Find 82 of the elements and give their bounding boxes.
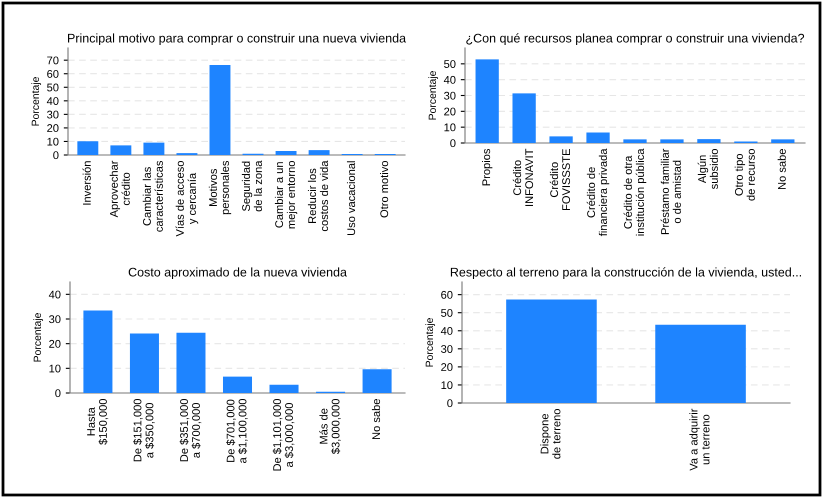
- bar: [83, 310, 112, 393]
- chart-title: Respecto al terreno para la construcción de la vivienda, usted...: [450, 267, 802, 280]
- y-tick-label: 0: [53, 151, 59, 160]
- y-tick-label: 50: [441, 308, 453, 317]
- x-tick-label: Algún subsidio: [698, 149, 718, 190]
- x-tick-label: Crédito de otra institución pública: [624, 148, 646, 236]
- x-tick-label: Aprovechar crédito: [110, 160, 130, 218]
- x-tick-label: Dispone de terreno: [540, 409, 560, 459]
- x-tick-label: Otro motivo: [380, 161, 388, 218]
- bar: [210, 65, 230, 155]
- y-tick-label: 50: [444, 60, 456, 68]
- y-tick-label: 30: [444, 92, 456, 100]
- x-tick-label: De $151,000 a $350,000: [133, 398, 155, 462]
- x-tick-label: No sabe: [372, 399, 380, 440]
- bar: [176, 332, 206, 393]
- y-tick-label: 0: [55, 389, 61, 398]
- y-tick-label: 20: [47, 124, 59, 132]
- y-tick-label: 40: [444, 76, 456, 84]
- bar: [308, 150, 330, 155]
- bar: [512, 93, 536, 143]
- x-tick-label: Crédito INFONAVIT: [512, 148, 534, 206]
- y-tick-label: 40: [440, 327, 453, 335]
- bar: [110, 145, 132, 155]
- bar: [660, 139, 684, 143]
- x-tick-label: Propios: [482, 148, 492, 186]
- x-tick-label: No sabe: [778, 149, 786, 190]
- y-tick-label: 70: [47, 56, 59, 64]
- y-tick-label: 10: [444, 123, 456, 132]
- x-tick-label: Cambiar las características: [142, 160, 163, 232]
- bar: [623, 139, 647, 143]
- x-tick-label: De $701,000 a $1,100,000: [226, 398, 248, 463]
- x-tick-label: Cambiar a un mejor entorno: [274, 161, 298, 228]
- bar: [476, 59, 499, 143]
- x-tick-label: Préstamo familiar o de amistad: [660, 148, 681, 234]
- bar: [549, 136, 573, 143]
- y-tick-label: 50: [47, 84, 59, 92]
- bar: [362, 369, 392, 393]
- bar: [222, 376, 252, 393]
- x-tick-label: Seguridad de la zona: [242, 160, 262, 212]
- bar: [130, 333, 159, 393]
- y-tick-label: 0: [447, 399, 453, 408]
- x-tick-label: De $351,000 a $700,000: [180, 398, 202, 462]
- x-tick-label: Otro tipo de recurso: [734, 149, 755, 201]
- bar: [276, 151, 297, 155]
- x-tick-label: Vías de acceso y cercanía: [176, 161, 198, 236]
- y-tick-label: 60: [441, 290, 453, 299]
- y-tick-label: 30: [441, 345, 453, 353]
- y-tick-label: 30: [47, 110, 59, 119]
- x-tick-label: Uso vacacional: [346, 161, 356, 236]
- chart-title: Costo aproximado de la nueva vivienda: [128, 267, 347, 280]
- x-tick-label: De $1,101,000 a $3,000,000: [272, 398, 294, 471]
- bar: [143, 142, 164, 155]
- y-tick-label: 20: [444, 108, 456, 116]
- x-tick-label: Crédito de financiera privada: [586, 148, 610, 236]
- bar: [771, 139, 794, 143]
- x-tick-label: Hasta $150,000: [87, 398, 108, 445]
- bar: [77, 141, 98, 155]
- y-tick-label: 40: [46, 97, 59, 105]
- chart-title: Principal motivo para comprar o construir una nueva vivienda: [68, 33, 406, 46]
- y-tick-label: 20: [49, 340, 61, 348]
- bar: [586, 132, 610, 143]
- x-tick-label: Más de $3,000,000: [319, 398, 341, 454]
- x-tick-label: Va a adquirir un terreno: [689, 408, 710, 471]
- bar: [270, 384, 299, 393]
- y-tick-label: 20: [441, 363, 453, 372]
- y-axis-title: Porcentaje: [31, 77, 42, 126]
- x-tick-label: Reducir los costos de vida: [308, 160, 328, 232]
- y-tick-label: 40: [48, 290, 61, 298]
- chart-title: ¿Con qué recursos planea comprar o construir una vivienda?: [466, 33, 804, 46]
- x-tick-label: Inversión: [82, 161, 91, 205]
- y-axis-title: Porcentaje: [428, 71, 438, 120]
- y-tick-label: 10: [441, 381, 453, 390]
- y-axis-title: Porcentaje: [33, 313, 44, 362]
- x-tick-label: Motivos personales: [208, 160, 232, 214]
- x-tick-label: Crédito FOVISSSTE: [550, 149, 570, 210]
- bar: [697, 139, 721, 143]
- y-tick-label: 10: [47, 138, 59, 146]
- y-tick-label: 60: [47, 70, 59, 78]
- y-tick-label: 30: [49, 315, 61, 324]
- y-tick-label: 0: [450, 139, 456, 148]
- y-axis-title: Porcentaje: [425, 318, 436, 367]
- y-tick-label: 10: [49, 364, 61, 372]
